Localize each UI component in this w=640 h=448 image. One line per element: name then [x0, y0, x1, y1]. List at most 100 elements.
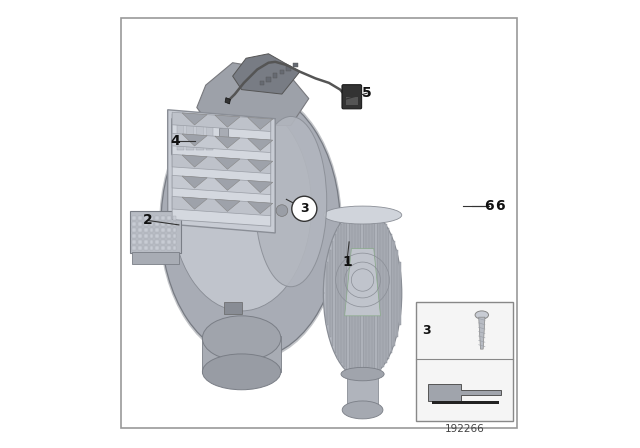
- Bar: [346, 97, 358, 105]
- FancyBboxPatch shape: [342, 85, 362, 109]
- Bar: [287, 66, 291, 71]
- Bar: [206, 124, 213, 150]
- Ellipse shape: [341, 367, 384, 381]
- Bar: [138, 246, 142, 250]
- Polygon shape: [248, 159, 273, 172]
- Bar: [173, 228, 176, 232]
- Text: 192266: 192266: [445, 424, 484, 434]
- Bar: [150, 234, 154, 238]
- Bar: [357, 209, 358, 378]
- Bar: [329, 250, 331, 337]
- Ellipse shape: [202, 354, 281, 390]
- Bar: [177, 124, 184, 150]
- Polygon shape: [215, 136, 240, 148]
- Bar: [385, 224, 387, 363]
- Bar: [144, 222, 148, 226]
- Bar: [382, 220, 384, 367]
- Ellipse shape: [255, 116, 327, 287]
- Bar: [335, 234, 336, 353]
- Bar: [394, 241, 395, 346]
- Polygon shape: [215, 199, 240, 211]
- Bar: [161, 240, 165, 244]
- Polygon shape: [168, 110, 275, 233]
- Bar: [156, 216, 159, 220]
- Bar: [354, 210, 356, 377]
- Polygon shape: [225, 98, 230, 104]
- Polygon shape: [433, 401, 499, 404]
- Circle shape: [276, 205, 288, 216]
- Text: 5: 5: [362, 86, 372, 100]
- Bar: [337, 228, 339, 359]
- Bar: [150, 240, 154, 244]
- Ellipse shape: [475, 311, 488, 319]
- Polygon shape: [182, 134, 207, 146]
- Bar: [374, 212, 376, 375]
- Polygon shape: [182, 113, 207, 125]
- Bar: [138, 216, 142, 220]
- Polygon shape: [172, 134, 271, 152]
- Bar: [376, 214, 378, 373]
- Ellipse shape: [159, 87, 342, 361]
- Bar: [343, 220, 344, 367]
- Bar: [156, 234, 159, 238]
- Text: 6: 6: [484, 199, 493, 213]
- Bar: [266, 77, 271, 82]
- Bar: [396, 250, 398, 337]
- Text: 3: 3: [422, 324, 430, 337]
- Ellipse shape: [323, 208, 402, 379]
- Bar: [173, 222, 176, 226]
- Polygon shape: [172, 114, 271, 226]
- Polygon shape: [172, 154, 271, 173]
- Bar: [150, 228, 154, 232]
- Polygon shape: [197, 63, 309, 125]
- Bar: [388, 228, 389, 359]
- Bar: [167, 216, 170, 220]
- Bar: [132, 228, 136, 232]
- Bar: [362, 208, 364, 379]
- Bar: [332, 241, 333, 346]
- Polygon shape: [215, 115, 240, 127]
- Bar: [138, 228, 142, 232]
- Polygon shape: [233, 54, 300, 94]
- Bar: [167, 222, 170, 226]
- Bar: [144, 216, 148, 220]
- Bar: [173, 216, 176, 220]
- Polygon shape: [248, 181, 273, 193]
- Bar: [161, 222, 165, 226]
- Bar: [138, 240, 142, 244]
- Bar: [156, 246, 159, 250]
- Bar: [150, 246, 154, 250]
- Bar: [167, 228, 170, 232]
- Polygon shape: [172, 196, 271, 216]
- Text: 3: 3: [300, 202, 308, 215]
- Bar: [371, 210, 372, 377]
- Bar: [224, 302, 242, 314]
- Bar: [161, 246, 165, 250]
- Bar: [390, 234, 392, 353]
- Bar: [156, 228, 159, 232]
- Bar: [196, 124, 204, 150]
- Bar: [380, 216, 381, 370]
- Circle shape: [292, 196, 317, 221]
- Bar: [130, 211, 181, 253]
- Bar: [349, 214, 350, 373]
- Bar: [132, 216, 136, 220]
- Bar: [173, 234, 176, 238]
- Bar: [346, 216, 348, 370]
- Bar: [340, 224, 342, 363]
- Polygon shape: [182, 197, 207, 209]
- Polygon shape: [182, 155, 207, 167]
- Bar: [132, 246, 136, 250]
- Bar: [144, 234, 148, 238]
- Bar: [132, 240, 136, 244]
- Bar: [150, 222, 154, 226]
- Bar: [156, 240, 159, 244]
- Bar: [150, 216, 154, 220]
- Bar: [260, 81, 264, 85]
- Bar: [351, 212, 353, 375]
- Bar: [417, 302, 513, 421]
- Bar: [220, 128, 228, 145]
- Polygon shape: [428, 383, 501, 401]
- Ellipse shape: [202, 316, 281, 361]
- Bar: [167, 234, 170, 238]
